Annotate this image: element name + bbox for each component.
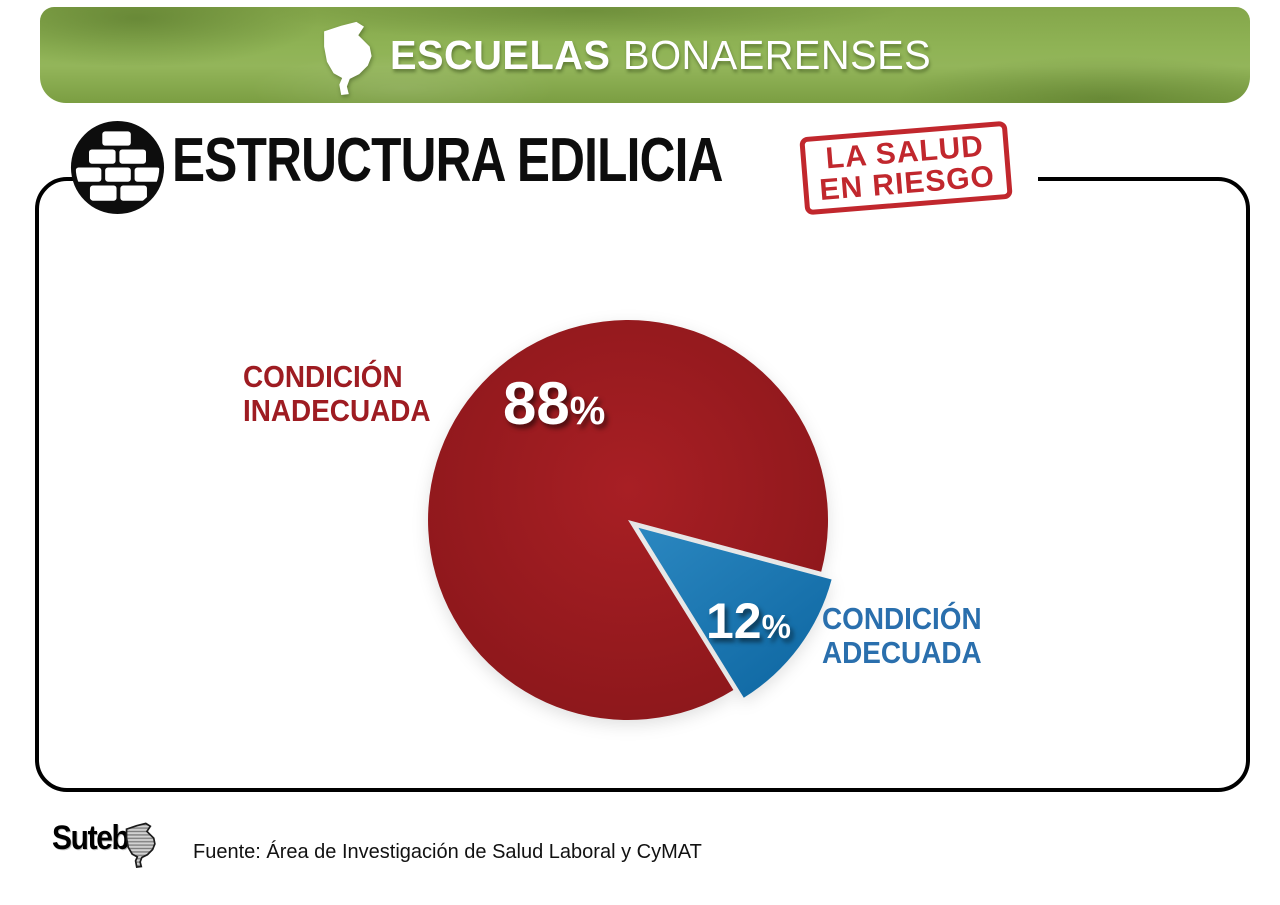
suteba-map-icon bbox=[125, 822, 156, 869]
value-adecuada: 12 bbox=[706, 593, 762, 649]
banner-title-regular: BONAERENSES bbox=[623, 31, 932, 78]
label-condicion-inadecuada: CONDICIÓN INADECUADA bbox=[243, 360, 431, 428]
pie-chart bbox=[428, 320, 832, 721]
value-label-adecuada: 12% bbox=[706, 596, 791, 652]
value-label-inadecuada: 88% bbox=[503, 374, 605, 441]
label-line: INADECUADA bbox=[243, 393, 431, 428]
banner-title-bold: ESCUELAS bbox=[390, 31, 611, 78]
label-line: CONDICIÓN bbox=[243, 359, 403, 394]
percent-sign: % bbox=[569, 389, 606, 433]
label-line: CONDICIÓN bbox=[822, 601, 982, 636]
buenos-aires-map-icon bbox=[324, 21, 372, 96]
value-inadecuada: 88 bbox=[503, 370, 570, 437]
frame-border-cover bbox=[160, 154, 1038, 206]
banner-title: ESCUELAS BONAERENSES bbox=[390, 7, 931, 103]
pie-slice-adecuada bbox=[638, 527, 832, 698]
label-condicion-adecuada: CONDICIÓN ADECUADA bbox=[822, 602, 982, 670]
banner: ESCUELAS BONAERENSES bbox=[40, 7, 1250, 103]
label-line: ADECUADA bbox=[822, 635, 982, 670]
health-risk-stamp: LA SALUD EN RIESGO bbox=[799, 120, 1013, 216]
pie-slice-inadecuada bbox=[428, 320, 829, 721]
brick-wall-icon bbox=[70, 120, 165, 215]
page-title: ESTRUCTURA EDILICIA bbox=[172, 126, 723, 195]
percent-sign: % bbox=[761, 608, 791, 645]
source-text: Fuente: Área de Investigación de Salud L… bbox=[193, 841, 702, 863]
